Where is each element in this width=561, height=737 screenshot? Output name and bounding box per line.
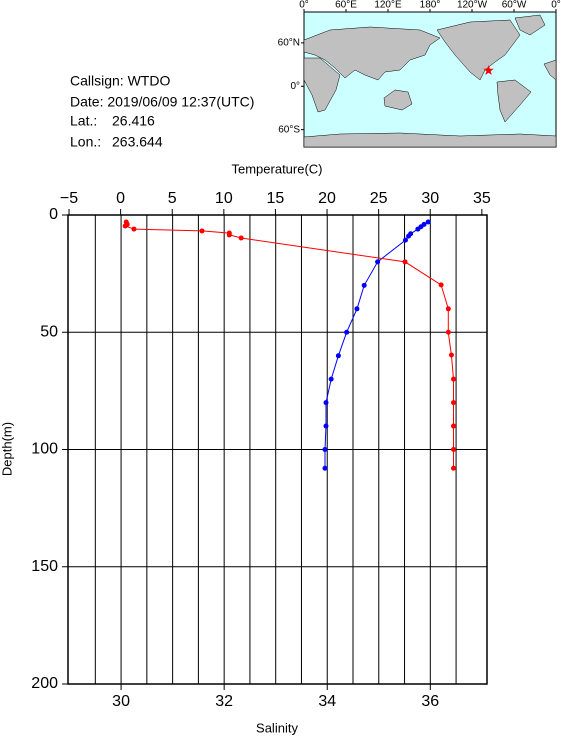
bottom-axis-title: Salinity [256,720,298,735]
profile-point [451,376,457,382]
top-tick-label: 0 [116,190,125,207]
top-axis-title: Temperature(C) [231,161,322,176]
antarctica [303,132,557,148]
profile-point [328,376,334,382]
top-tick-label: −5 [60,190,78,207]
map-x-tick-label: 0° [299,0,309,11]
profile-point [445,306,451,312]
y-axis-title: Depth(m) [0,422,14,476]
profile-point [238,235,244,241]
profile-point [448,352,454,358]
map-x-tick-label: 120°E [374,0,402,11]
bottom-tick-label: 30 [112,693,130,710]
profile-point [226,232,232,238]
australia [383,89,413,111]
profile-point [402,237,408,243]
north-america [436,19,521,81]
profile-point [425,219,431,225]
profile-point [335,353,341,359]
profile-point [451,447,457,452]
greenland [514,14,546,36]
profile-point [361,282,367,288]
bottom-tick-label: 34 [318,693,336,710]
profile-point [375,259,381,265]
profile-point [199,228,205,234]
africa [303,57,341,113]
profile-point [354,306,360,312]
map-x-tick-label: 180° [420,0,441,11]
date: Date: 2019/06/09 12:37(UTC) [70,94,254,110]
profile-point [323,400,329,406]
africa-west [543,59,557,81]
profile-point [451,465,457,471]
top-tick-label: 20 [318,190,336,207]
map-y-tick-label: 0° [290,81,300,92]
lat-value: 26.416 [112,113,155,129]
profile-point [415,226,421,232]
profile-point [406,233,412,239]
map-y-tick-label: 60°N [278,37,300,48]
map-x-tick-label: 0° [551,0,561,11]
top-tick-label: 30 [421,190,439,207]
profile-point [438,282,444,288]
callsign: Callsign: WTDO [70,73,170,89]
bottom-tick-label: 36 [421,693,439,710]
map [303,11,557,148]
plot: Temperature(C) Salinity Depth(m) [0,161,323,735]
map-x-tick-label: 120°W [457,0,488,11]
land [303,14,557,148]
profile-point [322,447,328,452]
profile-point [344,329,350,335]
plot-frame [67,214,488,685]
profile-point [445,329,451,335]
profile-point [322,465,328,471]
station-marker [483,65,494,75]
top-tick-label: 10 [215,190,233,207]
map-x-tick-label: 60°E [335,0,357,11]
lon-label: Lon.: [70,134,101,150]
map-x-tick-label: 60°W [502,0,527,11]
info-block: Callsign: WTDO Date: 2019/06/09 12:37(UT… [70,73,254,150]
south-america [496,79,532,123]
y-tick-label: 200 [31,675,58,692]
top-tick-label: 15 [267,190,285,207]
top-tick-label: 5 [168,190,177,207]
profile-point [323,423,329,429]
profile-line [324,221,429,469]
bottom-tick-label: 32 [215,693,233,710]
y-tick-label: 0 [49,206,58,223]
profile-point [402,259,408,265]
profile-point [122,223,128,229]
y-tick-label: 100 [31,441,58,458]
top-tick-label: 35 [473,190,491,207]
eurasia [303,26,441,81]
lon-value: 263.644 [112,134,163,150]
map-y-tick-label: 60°S [278,124,300,135]
profile-point [451,400,457,406]
profile-point [451,423,457,429]
y-tick-label: 50 [40,323,58,340]
y-tick-label: 150 [31,558,58,575]
profile-point [131,226,137,232]
top-tick-label: 25 [370,190,388,207]
lat-label: Lat.: [70,113,97,129]
